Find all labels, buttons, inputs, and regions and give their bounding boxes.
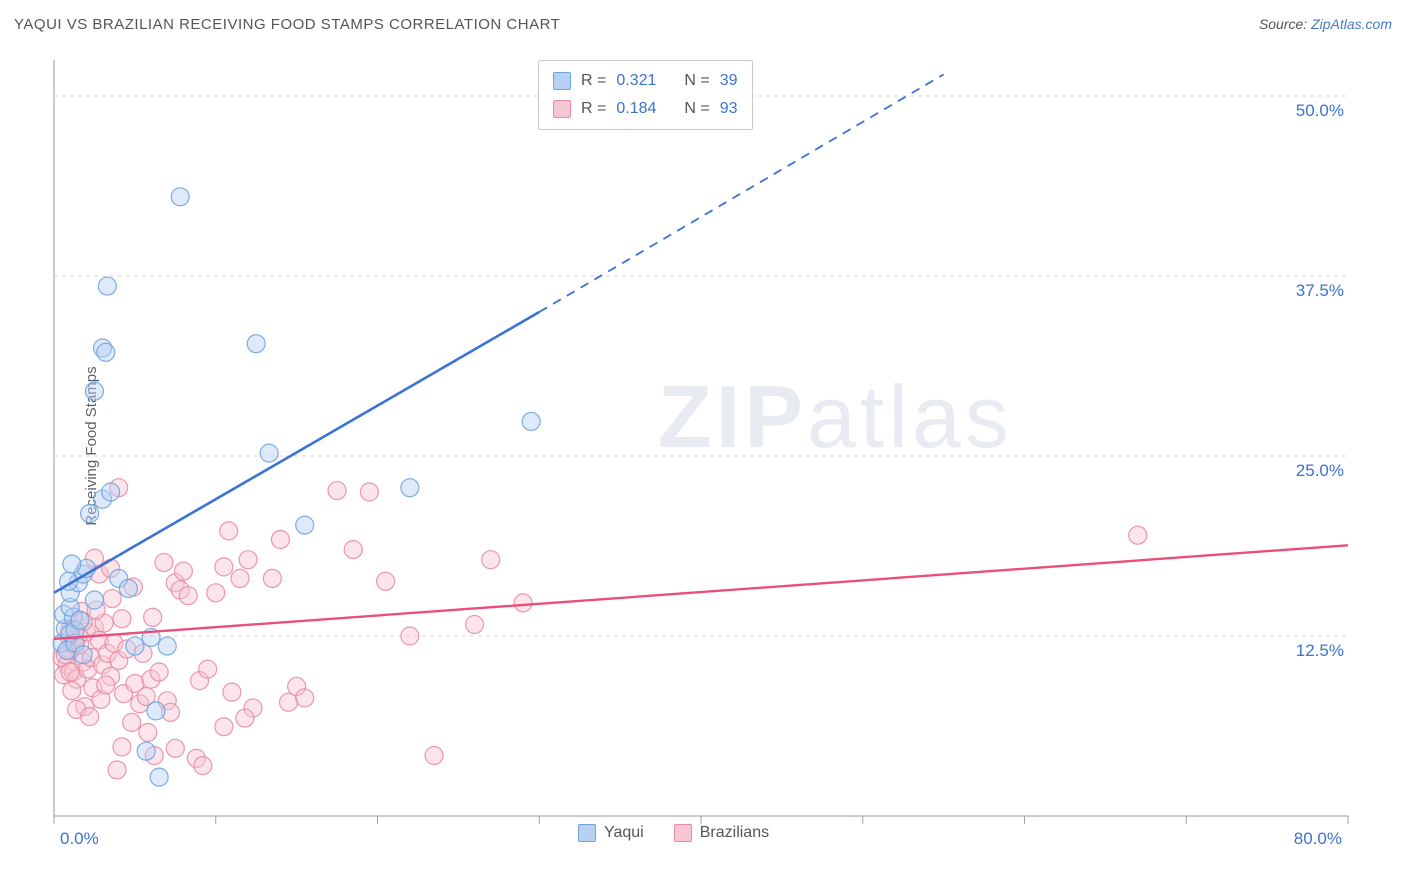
- n-value-brazilians: 93: [720, 95, 738, 123]
- n-label-2: N =: [684, 95, 709, 123]
- source-prefix: Source:: [1259, 16, 1311, 32]
- svg-text:25.0%: 25.0%: [1296, 461, 1344, 480]
- source-link[interactable]: ZipAtlas.com: [1311, 16, 1392, 32]
- chart-header: YAQUI VS BRAZILIAN RECEIVING FOOD STAMPS…: [0, 0, 1406, 48]
- r-value-yaqui: 0.321: [616, 67, 656, 95]
- legend-item-yaqui: Yaqui: [578, 824, 644, 842]
- legend-swatch-brazilians: [674, 824, 692, 842]
- chart-plot-area: 12.5%25.0%37.5%50.0%0.0%80.0% ZIPatlas R…: [48, 56, 1388, 846]
- n-label: N =: [684, 67, 709, 95]
- bottom-legend: Yaqui Brazilians: [578, 824, 769, 842]
- svg-text:37.5%: 37.5%: [1296, 281, 1344, 300]
- swatch-yaqui: [553, 72, 571, 90]
- svg-text:80.0%: 80.0%: [1294, 829, 1342, 846]
- chart-source: Source: ZipAtlas.com: [1259, 16, 1392, 32]
- correlation-legend-box: R = 0.321 N = 39 R = 0.184 N = 93: [538, 60, 753, 130]
- swatch-brazilians: [553, 100, 571, 118]
- corr-row-brazilians: R = 0.184 N = 93: [553, 95, 738, 123]
- svg-text:12.5%: 12.5%: [1296, 641, 1344, 660]
- corr-row-yaqui: R = 0.321 N = 39: [553, 67, 738, 95]
- legend-item-brazilians: Brazilians: [674, 824, 769, 842]
- n-value-yaqui: 39: [720, 67, 738, 95]
- legend-label-brazilians: Brazilians: [700, 824, 769, 842]
- r-label-2: R =: [581, 95, 606, 123]
- legend-swatch-yaqui: [578, 824, 596, 842]
- legend-label-yaqui: Yaqui: [604, 824, 644, 842]
- scatter-svg: 12.5% 25.0% 37.5% 50.0% 0.0% 80.0%: [48, 56, 1388, 846]
- svg-text:0.0%: 0.0%: [60, 829, 99, 846]
- r-label: R =: [581, 67, 606, 95]
- chart-title: YAQUI VS BRAZILIAN RECEIVING FOOD STAMPS…: [14, 16, 560, 33]
- r-value-brazilians: 0.184: [616, 95, 656, 123]
- svg-text:50.0%: 50.0%: [1296, 101, 1344, 120]
